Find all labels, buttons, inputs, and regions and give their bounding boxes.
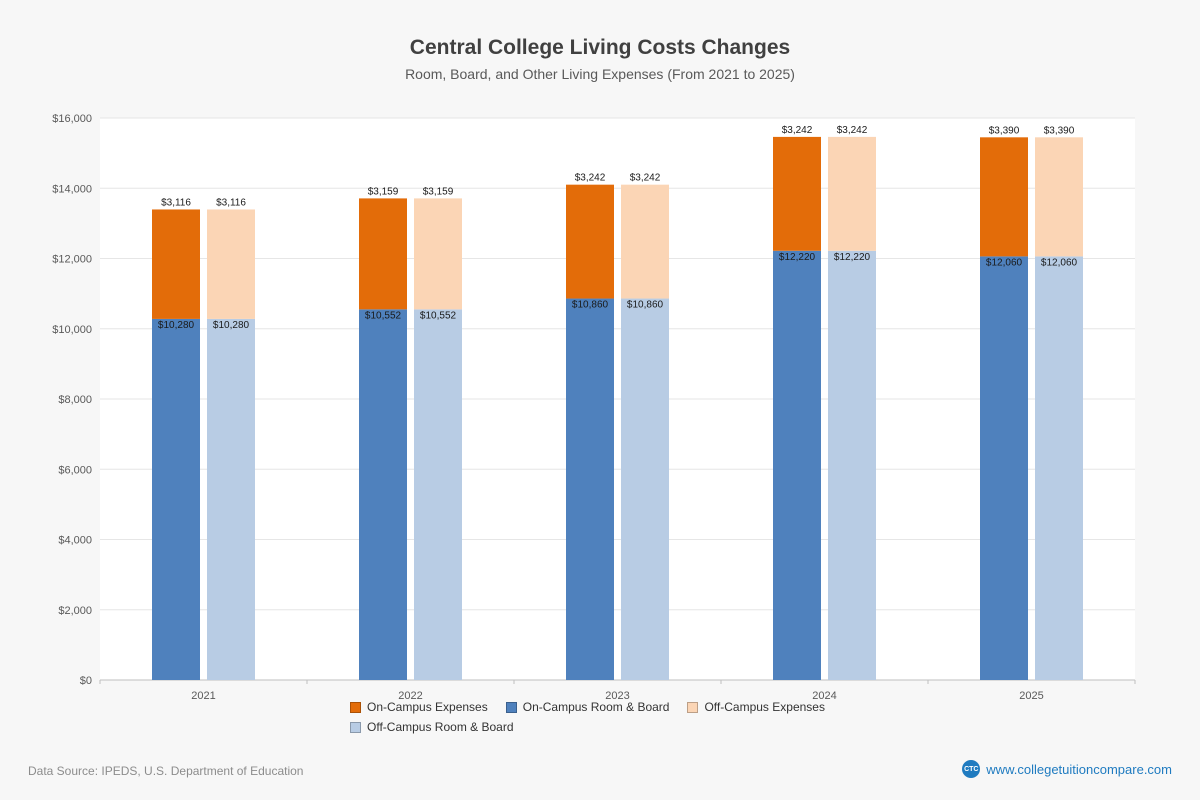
y-axis-tick-label: $14,000 xyxy=(52,183,92,195)
data-source-text: Data Source: IPEDS, U.S. Department of E… xyxy=(28,764,304,778)
x-axis-tick-label: 2025 xyxy=(1019,690,1043,702)
bar-segment-on-0-2024 xyxy=(773,250,821,680)
y-axis-tick-label: $10,000 xyxy=(52,324,92,336)
bar-segment-off-1-2023 xyxy=(621,184,669,299)
bar-value-label: $3,242 xyxy=(630,173,661,184)
bar-value-label: $3,390 xyxy=(989,125,1020,136)
y-axis-tick-label: $0 xyxy=(80,675,92,687)
bar-value-label: $3,159 xyxy=(423,186,454,197)
bar-segment-on-0-2025 xyxy=(980,256,1028,680)
bar-value-label: $12,220 xyxy=(834,252,871,263)
legend-item: On-Campus Room & Board xyxy=(505,700,670,714)
legend-swatch-icon xyxy=(350,701,361,713)
bar-segment-off-1-2022 xyxy=(414,198,462,310)
bar-segment-off-0-2024 xyxy=(828,250,876,680)
y-axis-tick-label: $8,000 xyxy=(58,394,92,406)
bar-segment-off-1-2024 xyxy=(828,136,876,251)
chart-canvas: $0 $2,000 $4,000 $6,000 $8,000 $10,000 $12,000… xyxy=(52,113,1136,702)
bar-segment-on-0-2021 xyxy=(152,318,200,680)
chart-title: Central College Living Costs Changes xyxy=(409,36,791,59)
y-axis-tick-label: $2,000 xyxy=(58,605,92,617)
bar-segment-on-1-2023 xyxy=(566,184,614,299)
y-axis-tick-label: $6,000 xyxy=(58,464,92,476)
x-axis-tick-label: 2021 xyxy=(191,690,215,702)
bar-segment-off-0-2023 xyxy=(621,298,669,680)
legend-swatch-icon xyxy=(687,701,699,713)
website-url[interactable]: www.collegetuitioncompare.com xyxy=(986,761,1172,777)
legend-label: On-Campus Expenses xyxy=(367,700,488,714)
legend-item: On-Campus Expenses xyxy=(350,700,488,714)
y-axis-tick-label: $12,000 xyxy=(52,254,92,266)
bar-segment-on-1-2024 xyxy=(773,136,821,251)
bar-value-label: $10,280 xyxy=(158,320,195,331)
bar-segment-on-0-2023 xyxy=(566,298,614,680)
legend-label: Off-Campus Room & Board xyxy=(367,720,514,734)
legend-item: Off-Campus Expenses xyxy=(687,700,825,714)
y-axis-tick-label: $4,000 xyxy=(58,535,92,547)
bar-value-label: $10,280 xyxy=(213,320,250,331)
bar-segment-off-0-2025 xyxy=(1035,256,1083,680)
y-axis-tick-label: $16,000 xyxy=(52,113,92,125)
bar-value-label: $3,390 xyxy=(1044,125,1075,136)
bar-value-label: $12,060 xyxy=(986,257,1023,268)
legend-label: On-Campus Room & Board xyxy=(522,700,670,714)
bar-value-label: $10,860 xyxy=(572,300,609,311)
bar-value-label: $10,860 xyxy=(627,300,664,311)
bar-segment-on-1-2025 xyxy=(980,137,1028,257)
legend: On-Campus Expenses On-Campus Room & Board… xyxy=(350,700,850,734)
bar-value-label: $3,159 xyxy=(368,186,399,197)
chart-subtitle: Room, Board, and Other Living Expenses (… xyxy=(405,66,795,82)
legend-item: Off-Campus Room & Board xyxy=(350,720,514,734)
bar-value-label: $3,242 xyxy=(837,125,868,136)
x-axis-tick-label: 2022 xyxy=(398,690,422,702)
bar-segment-off-0-2021 xyxy=(207,318,255,680)
x-axis-tick-label: 2023 xyxy=(605,690,629,702)
bar-segment-off-0-2022 xyxy=(414,309,462,680)
bar-value-label: $3,116 xyxy=(161,197,191,208)
bar-segment-on-1-2022 xyxy=(359,198,407,310)
legend-swatch-icon xyxy=(505,701,517,713)
bar-value-label: $3,242 xyxy=(782,125,813,136)
bar-value-label: $12,220 xyxy=(779,252,816,263)
bar-value-label: $3,116 xyxy=(216,197,246,208)
bar-segment-off-1-2025 xyxy=(1035,137,1083,257)
website-link[interactable]: CTC www.collegetuitioncompare.com xyxy=(962,760,1172,778)
bar-value-label: $3,242 xyxy=(575,173,606,184)
bar-value-label: $10,552 xyxy=(420,310,457,321)
bar-segment-on-0-2022 xyxy=(359,309,407,680)
x-axis-tick-label: 2024 xyxy=(812,690,836,702)
bar-segment-on-1-2021 xyxy=(152,209,200,319)
bar-value-label: $12,060 xyxy=(1041,257,1078,268)
legend-label: Off-Campus Expenses xyxy=(704,700,825,714)
ctc-logo-icon: CTC xyxy=(962,760,981,778)
bar-segment-off-1-2021 xyxy=(207,209,255,319)
bar-value-label: $10,552 xyxy=(365,310,402,321)
legend-swatch-icon xyxy=(350,721,361,733)
